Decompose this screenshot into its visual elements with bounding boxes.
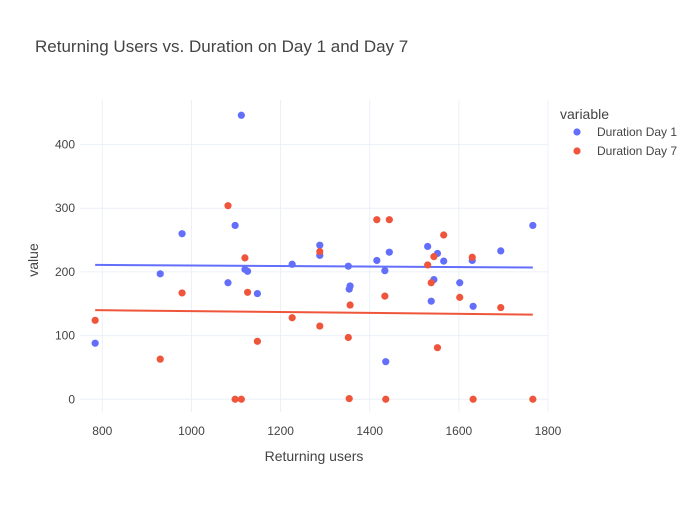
- data-point: [381, 292, 389, 300]
- y-tick-label: 400: [55, 138, 75, 152]
- data-point: [346, 301, 354, 309]
- x-tick-label: 1200: [267, 424, 294, 438]
- data-point: [316, 247, 324, 256]
- data-point: [253, 289, 261, 298]
- data-point: [243, 267, 252, 275]
- legend-items: Duration Day 1 Duration Day 7: [573, 125, 677, 158]
- grid: [80, 100, 549, 412]
- trend-line-1: [95, 263, 533, 269]
- data-point: [469, 395, 477, 403]
- data-point: [224, 202, 232, 210]
- data-points: [91, 111, 537, 403]
- data-point: [224, 279, 232, 287]
- data-point: [440, 231, 448, 239]
- x-axis-label: Returning users: [265, 448, 364, 464]
- data-point: [430, 253, 438, 261]
- x-tick-label: 1600: [446, 424, 473, 438]
- data-point: [385, 248, 393, 256]
- y-tick-label: 200: [55, 265, 75, 279]
- data-point: [156, 270, 164, 278]
- data-point: [424, 242, 432, 251]
- data-point: [288, 260, 296, 268]
- data-point: [316, 322, 324, 330]
- data-point: [497, 247, 505, 255]
- data-point: [344, 262, 352, 270]
- data-point: [469, 302, 477, 310]
- data-point: [424, 261, 432, 269]
- x-tick-label: 1000: [178, 424, 205, 438]
- y-axis-label: value: [25, 243, 41, 277]
- data-point: [178, 289, 186, 297]
- data-point: [373, 216, 381, 224]
- data-point: [241, 254, 249, 262]
- trend-lines: [95, 263, 533, 316]
- data-point: [381, 267, 389, 275]
- legend-label: Duration Day 1: [597, 125, 677, 139]
- data-point: [456, 293, 464, 301]
- data-point: [231, 221, 239, 230]
- data-point: [253, 337, 261, 345]
- data-point: [231, 395, 239, 403]
- chart-title: Returning Users vs. Duration on Day 1 an…: [35, 37, 408, 56]
- data-point: [373, 256, 381, 265]
- data-point: [243, 288, 252, 296]
- data-point: [288, 314, 296, 322]
- legend: variable Duration Day 1 Duration Day 7: [560, 106, 677, 158]
- data-point: [344, 333, 352, 342]
- data-point: [497, 303, 505, 312]
- data-point: [385, 216, 393, 224]
- data-point: [156, 355, 164, 363]
- y-tick-label: 0: [68, 392, 75, 406]
- legend-title: variable: [560, 106, 609, 122]
- data-point: [178, 230, 186, 238]
- x-tick-label: 800: [92, 424, 112, 438]
- legend-marker: [573, 147, 581, 155]
- legend-marker: [573, 128, 581, 136]
- legend-label: Duration Day 7: [597, 144, 677, 158]
- data-point: [468, 253, 476, 261]
- data-point: [440, 257, 448, 265]
- x-tick-label: 1800: [535, 424, 562, 438]
- data-point: [237, 395, 245, 403]
- data-point: [433, 344, 442, 352]
- data-point: [346, 282, 354, 290]
- data-point: [316, 241, 324, 249]
- data-point: [382, 395, 390, 403]
- y-tick-label: 300: [55, 201, 75, 215]
- data-point: [91, 339, 99, 347]
- data-point: [237, 111, 245, 119]
- data-point: [456, 279, 464, 287]
- x-tick-label: 1400: [356, 424, 383, 438]
- trend-line-2: [95, 309, 533, 316]
- y-tick-label: 100: [55, 329, 75, 343]
- data-point: [382, 358, 390, 366]
- tick-labels: 800 1000 1200 1400 1600 1800 0 100 200 300 400: [55, 138, 562, 438]
- data-point: [529, 395, 537, 403]
- data-point: [529, 221, 537, 230]
- data-point: [427, 279, 435, 287]
- data-point: [427, 297, 435, 305]
- data-point: [91, 316, 99, 324]
- data-point: [345, 395, 353, 403]
